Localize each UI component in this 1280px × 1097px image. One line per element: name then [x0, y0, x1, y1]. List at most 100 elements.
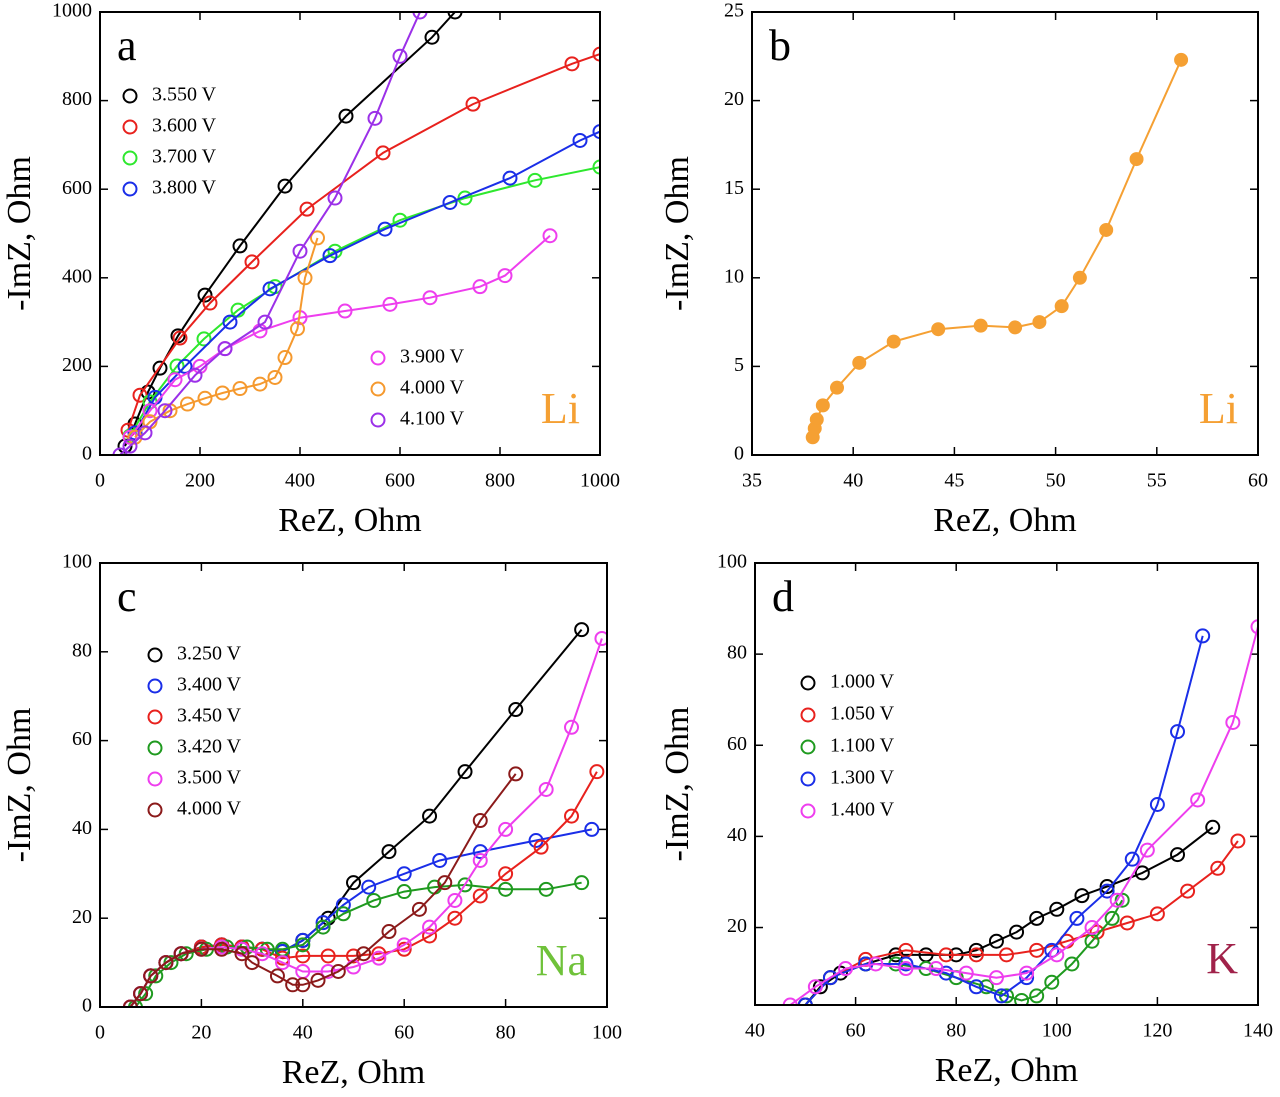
y-tick-label: 5: [734, 354, 744, 376]
data-point: [1205, 819, 1221, 835]
data-point: [1069, 910, 1085, 926]
legend-marker: [800, 771, 816, 787]
data-point: [1109, 892, 1125, 908]
data-point: [112, 447, 128, 455]
x-tick-label: 60: [1248, 470, 1268, 492]
data-point: [1195, 628, 1211, 644]
data-point: [1008, 320, 1023, 335]
data-point: [1134, 865, 1150, 881]
legend-label: 3.400 V: [177, 674, 242, 696]
data-point: [122, 429, 138, 445]
legend-marker: [122, 88, 138, 104]
data-point: [592, 159, 600, 175]
data-point: [1230, 833, 1246, 849]
x-tick-label: 800: [485, 470, 515, 492]
data-point: [1250, 619, 1258, 635]
data-point: [1210, 860, 1226, 876]
data-point: [973, 318, 988, 333]
fit-line: [134, 237, 319, 438]
data-point: [122, 438, 138, 454]
data-point: [1049, 947, 1065, 963]
data-point: [589, 764, 605, 780]
data-point: [422, 928, 438, 944]
panel-letter: a: [117, 21, 137, 70]
legend-label: 3.900 V: [400, 346, 465, 368]
data-point: [197, 390, 213, 406]
data-point: [978, 979, 994, 995]
legend-marker: [147, 771, 163, 787]
data-point: [457, 764, 473, 780]
fit-line: [134, 881, 582, 1007]
panel-letter: c: [117, 572, 137, 621]
x-tick-label: 50: [1046, 470, 1066, 492]
y-tick-label: 10: [724, 265, 744, 287]
data-point: [1139, 842, 1155, 858]
x-tick-label: 35: [742, 470, 762, 492]
data-point: [320, 963, 336, 979]
x-tick-label: 200: [185, 470, 215, 492]
data-point: [172, 330, 188, 346]
data-point: [196, 331, 212, 347]
data-point: [886, 334, 901, 349]
x-tick-label: 20: [191, 1022, 211, 1044]
data-point: [968, 942, 984, 958]
fit-line: [119, 12, 421, 455]
data-point: [299, 201, 315, 217]
data-point: [295, 977, 311, 993]
y-tick-label: 0: [82, 995, 92, 1017]
legend-marker: [122, 181, 138, 197]
panel-letter: d: [772, 572, 794, 621]
data-point: [173, 946, 189, 962]
legend-marker: [370, 350, 386, 366]
data-point: [574, 875, 590, 891]
data-point: [999, 947, 1014, 963]
data-point: [257, 314, 273, 330]
data-point: [1180, 883, 1196, 899]
data-point: [396, 884, 412, 900]
y-tick-label: 20: [724, 88, 744, 110]
data-point: [277, 178, 293, 194]
legend-label: 3.500 V: [177, 767, 242, 789]
data-point: [797, 997, 813, 1005]
data-point: [988, 933, 1004, 949]
data-point: [346, 875, 361, 891]
data-point: [138, 986, 154, 1002]
data-point: [322, 248, 338, 264]
data-point: [993, 988, 1009, 1004]
plot-area: [782, 619, 1258, 1005]
data-point: [187, 367, 203, 383]
legend-marker: [122, 119, 138, 135]
y-tick-label: 40: [72, 817, 92, 839]
data-point: [292, 243, 308, 259]
y-axis-label: -ImZ, Ohm: [1, 708, 38, 863]
x-tick-label: 400: [285, 470, 315, 492]
y-tick-label: 80: [72, 639, 92, 661]
data-point: [142, 403, 158, 419]
data-point: [1190, 792, 1206, 808]
data-point: [442, 194, 458, 210]
x-tick-label: 140: [1243, 1020, 1273, 1042]
legend-marker: [147, 709, 163, 725]
plot-frame: [754, 562, 1259, 1006]
data-point: [367, 110, 383, 126]
plot-frame: [99, 562, 608, 1008]
legend-marker: [147, 802, 163, 818]
data-point: [295, 937, 311, 953]
legend-marker: [800, 675, 816, 691]
data-point: [275, 955, 291, 971]
data-point: [1029, 942, 1045, 958]
data-point: [574, 622, 590, 638]
data-point: [422, 919, 438, 935]
data-point: [132, 387, 148, 403]
data-point: [148, 968, 164, 984]
fit-line: [804, 840, 1239, 1005]
data-point: [472, 888, 488, 904]
y-tick-label: 600: [62, 177, 92, 199]
plot-area: [122, 622, 607, 1007]
data-point: [1149, 797, 1165, 813]
data-point: [122, 999, 138, 1007]
data-point: [564, 808, 580, 824]
data-point: [968, 979, 984, 995]
x-tick-label: 600: [385, 470, 415, 492]
data-point: [809, 412, 824, 427]
